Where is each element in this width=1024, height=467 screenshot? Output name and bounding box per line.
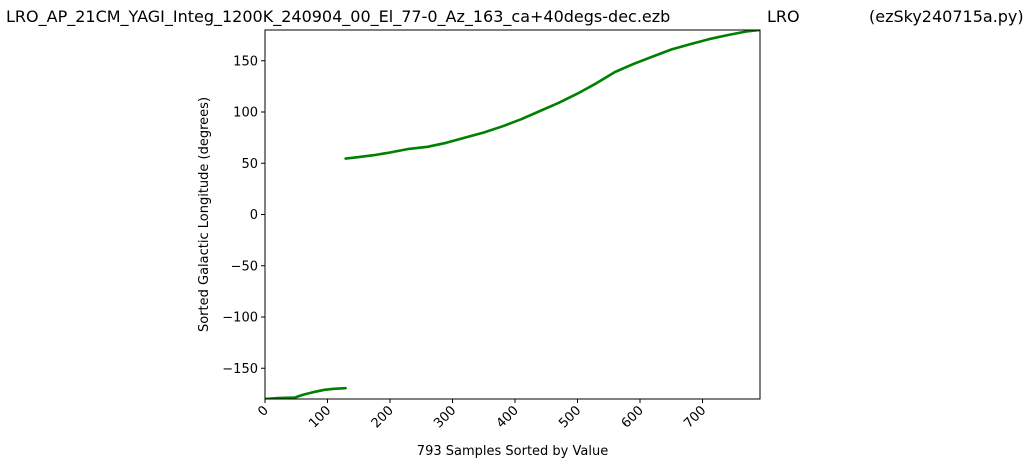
y-tick-label: −100 <box>222 311 258 326</box>
x-tick-label: 700 <box>681 403 709 431</box>
x-tick-label: 300 <box>431 403 459 431</box>
file-title: LRO_AP_21CM_YAGI_Integ_1200K_240904_00_E… <box>6 7 671 26</box>
x-tick-label: 200 <box>369 403 397 431</box>
y-tick-label: 100 <box>233 106 258 121</box>
x-tick-label: 400 <box>494 403 522 431</box>
x-tick-label: 500 <box>556 403 584 431</box>
y-tick-label: 50 <box>241 157 258 172</box>
y-tick-label: −150 <box>222 362 258 377</box>
y-tick-label: 150 <box>233 54 258 69</box>
y-tick-label: −50 <box>231 259 258 274</box>
plot-area: −150 −100 −50 0 50 100 150 0 100 200 300 400 500 600 7… <box>197 29 761 459</box>
x-axis-label: 793 Samples Sorted by Value <box>417 444 608 459</box>
program-label: (ezSky240715a.py) <box>869 7 1024 26</box>
station-label: LRO <box>767 7 800 26</box>
y-tick-label: 0 <box>250 208 258 223</box>
x-tick-label: 600 <box>619 403 647 431</box>
y-axis-label: Sorted Galactic Longitude (degrees) <box>197 97 212 332</box>
title-row: LRO_AP_21CM_YAGI_Integ_1200K_240904_00_E… <box>0 0 1024 30</box>
x-tick-label: 0 <box>255 403 271 419</box>
axes-frame <box>264 29 761 400</box>
series-line-0 <box>265 30 760 399</box>
x-tick-label: 100 <box>306 403 334 431</box>
